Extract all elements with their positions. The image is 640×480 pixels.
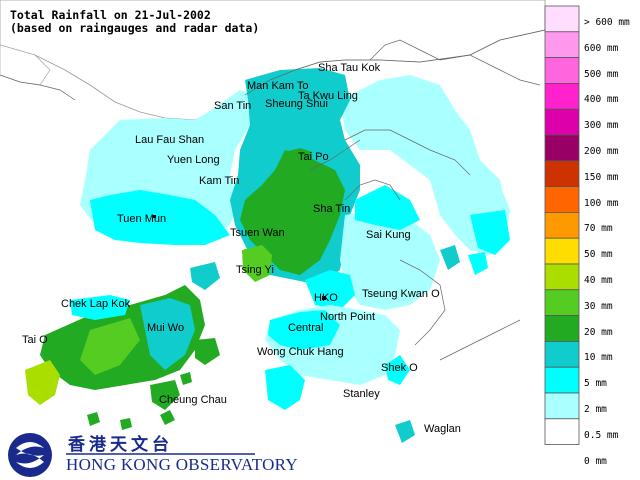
place-tseung-kwan-o: Tseung Kwan O (362, 288, 440, 300)
legend-label: 2 mm (584, 404, 607, 415)
place-tuen-mun: Tuen Mun (117, 213, 166, 225)
place-mui-wo: Mui Wo (147, 322, 184, 334)
map-subtitle: (based on raingauges and radar data) (10, 21, 260, 35)
legend-swatch (544, 31, 580, 58)
place-chek-lap-kok: Chek Lap Kok (61, 298, 131, 310)
legend-swatch (544, 418, 580, 445)
place-tai-o: Tai O (22, 334, 48, 346)
legend-swatch (544, 83, 580, 110)
legend-label: 600 mm (584, 42, 619, 54)
legend-swatch (544, 289, 580, 316)
legend-label: 200 mm (584, 146, 619, 157)
legend (544, 5, 580, 445)
legend-swatch (544, 186, 580, 213)
rainfall-shading (25, 68, 510, 443)
place-lau-fau-shan: Lau Fau Shan (135, 134, 204, 146)
map-title: Total Rainfall on 21-Jul-2002 (10, 8, 211, 22)
legend-label: 500 mm (584, 68, 619, 80)
legend-swatch (544, 134, 580, 162)
hko-logo-chinese: 香港天文台 (68, 435, 173, 455)
legend-swatch (544, 366, 580, 394)
legend-swatch (544, 340, 580, 368)
legend-swatch (544, 57, 580, 84)
legend-label: 100 mm (584, 197, 619, 209)
place-north-point: North Point (320, 311, 375, 323)
legend-label: 400 mm (584, 94, 619, 106)
hko-logo-english: HONG KONG OBSERVATORY (66, 455, 298, 474)
place-hko: HKO (314, 292, 338, 304)
place-cheung-chau: Cheung Chau (159, 394, 227, 406)
legend-label: 10 mm (584, 352, 613, 364)
legend-label: 0 mm (584, 455, 607, 467)
hko-logo-mark (8, 433, 255, 477)
place-shek-o: Shek O (381, 362, 418, 374)
place-yuen-long: Yuen Long (167, 154, 220, 166)
legend-swatch (544, 237, 580, 265)
legend-swatch (544, 160, 580, 188)
legend-swatch (544, 315, 580, 342)
legend-swatch (544, 5, 580, 33)
place-ta-kwu-ling: Ta Kwu Ling (298, 90, 358, 102)
place-sha-tin: Sha Tin (313, 203, 350, 215)
place-tai-po: Tai Po (298, 151, 329, 163)
place-wong-chuk-hang: Wong Chuk Hang (257, 346, 344, 358)
legend-label: 50 mm (584, 249, 613, 261)
legend-swatch (544, 392, 580, 420)
place-sheung-shui: Sheung Shui (265, 98, 328, 110)
legend-swatch (544, 211, 580, 239)
place-stanley: Stanley (343, 388, 380, 400)
place-labels: Sha Tau Kok Man Kam To Ta Kwu Ling San T… (22, 62, 461, 435)
place-central: Central (288, 322, 323, 334)
legend-label: 40 mm (584, 275, 613, 286)
legend-label: 5 mm (584, 378, 607, 390)
legend-label: 300 mm (584, 120, 619, 132)
legend-label: 70 mm (584, 223, 613, 235)
station-markers (153, 215, 326, 300)
legend-swatch (544, 263, 580, 291)
legend-label: > 600 mm (584, 17, 630, 28)
place-sha-tau-kok: Sha Tau Kok (318, 62, 381, 74)
legend-label: 0.5 mm (584, 429, 619, 441)
coastlines (0, 29, 546, 361)
place-tsing-yi: Tsing Yi (236, 264, 274, 276)
place-man-kam-to: Man Kam To (247, 80, 309, 92)
legend-label: 30 mm (584, 300, 613, 312)
legend-swatch (544, 108, 580, 136)
place-tsuen-wan: Tsuen Wan (230, 227, 285, 239)
place-waglan: Waglan (424, 423, 461, 435)
place-san-tin: San Tin (214, 100, 251, 112)
legend-label: 20 mm (584, 326, 613, 338)
legend-label: 150 mm (584, 171, 619, 183)
place-sai-kung: Sai Kung (366, 229, 411, 241)
place-kam-tin: Kam Tin (199, 175, 239, 187)
